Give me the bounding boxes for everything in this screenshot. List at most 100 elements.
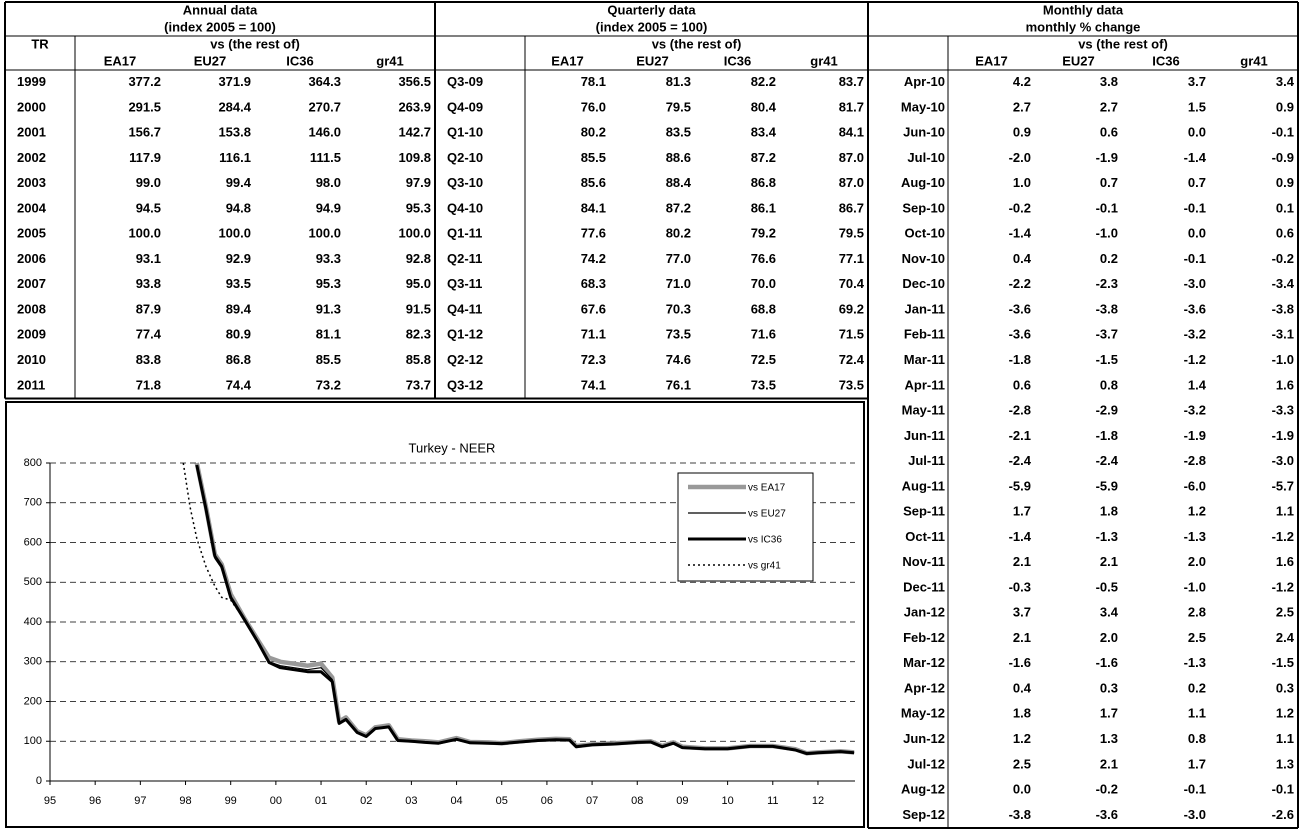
cell: 67.6 <box>581 301 606 316</box>
cell: 86.1 <box>751 200 776 215</box>
cell: 80.4 <box>751 99 777 114</box>
legend-label: vs EU27 <box>748 509 786 520</box>
cell: 94.5 <box>136 200 161 215</box>
cell: 0.3 <box>1276 680 1294 695</box>
cell: 1.8 <box>1013 706 1031 721</box>
y-tick-label: 300 <box>24 656 42 668</box>
cell: 74.1 <box>581 377 606 392</box>
cell: -2.0 <box>1009 150 1031 165</box>
x-tick-label: 99 <box>225 795 237 807</box>
y-tick-label: 600 <box>24 536 42 548</box>
x-tick-label: 96 <box>89 795 101 807</box>
cell: 70.4 <box>839 276 865 291</box>
cell: 89.4 <box>226 301 252 316</box>
cell: -3.2 <box>1184 327 1206 342</box>
cell: 98.0 <box>316 175 341 190</box>
cell: 0.6 <box>1276 226 1294 241</box>
cell: -0.1 <box>1272 782 1294 797</box>
cell: 1.3 <box>1100 731 1118 746</box>
row-label: Jan-11 <box>905 301 945 316</box>
cell: 2.1 <box>1100 554 1118 569</box>
cell: 0.9 <box>1276 175 1294 190</box>
table-title: Annual data <box>183 2 258 17</box>
row-label: Q2-10 <box>447 150 483 165</box>
column-header: IC36 <box>1152 53 1179 68</box>
cell: 80.2 <box>581 125 606 140</box>
legend-label: vs IC36 <box>748 535 782 546</box>
x-tick-label: 97 <box>134 795 146 807</box>
cell: -1.3 <box>1184 529 1206 544</box>
cell: 377.2 <box>128 74 161 89</box>
cell: 111.5 <box>310 150 341 165</box>
cell: 77.6 <box>581 226 606 241</box>
legend-label: vs gr41 <box>748 561 781 572</box>
cell: 1.7 <box>1100 706 1118 721</box>
cell: 87.2 <box>666 200 691 215</box>
x-tick-label: 04 <box>450 795 462 807</box>
row-label: Q4-09 <box>447 99 483 114</box>
cell: 78.1 <box>581 74 606 89</box>
cell: 86.8 <box>226 352 251 367</box>
cell: 1.6 <box>1276 554 1294 569</box>
group-label: vs (the rest of) <box>652 36 742 51</box>
row-label: Apr-10 <box>904 74 945 89</box>
cell: 76.0 <box>581 99 606 114</box>
cell: 1.1 <box>1188 706 1206 721</box>
cell: 85.5 <box>581 150 606 165</box>
row-label: 2002 <box>17 150 46 165</box>
cell: 0.6 <box>1013 377 1031 392</box>
cell: 91.5 <box>406 301 431 316</box>
cell: -3.6 <box>1096 807 1118 822</box>
row-label: Q4-10 <box>447 200 483 215</box>
table-title: Quarterly data <box>607 2 696 17</box>
cell: -1.9 <box>1096 150 1118 165</box>
cell: 85.8 <box>406 352 431 367</box>
y-tick-label: 100 <box>24 735 42 747</box>
cell: 0.2 <box>1100 251 1118 266</box>
row-label: Sep-11 <box>903 504 945 519</box>
cell: 82.3 <box>406 327 431 342</box>
cell: -0.1 <box>1096 200 1118 215</box>
cell: 1.2 <box>1188 504 1206 519</box>
series-line <box>196 466 855 755</box>
x-tick-label: 95 <box>44 795 56 807</box>
cell: -0.2 <box>1009 200 1031 215</box>
cell: 93.3 <box>316 251 341 266</box>
cell: 79.5 <box>666 99 691 114</box>
cell: -1.3 <box>1096 529 1118 544</box>
row-label: Dec-10 <box>902 276 945 291</box>
row-label: 2003 <box>17 175 46 190</box>
cell: 97.9 <box>406 175 431 190</box>
cell: 1.0 <box>1013 175 1031 190</box>
cell: 2.4 <box>1276 630 1295 645</box>
x-tick-label: 11 <box>767 795 778 807</box>
cell: 2.7 <box>1013 99 1031 114</box>
y-tick-label: 200 <box>24 695 42 707</box>
table-title: Monthly data <box>1043 2 1124 17</box>
table-subtitle: (index 2005 = 100) <box>596 19 708 34</box>
cell: -1.0 <box>1184 579 1206 594</box>
cell: 0.7 <box>1100 175 1118 190</box>
cell: 80.2 <box>666 226 691 241</box>
legend-label: vs EA17 <box>748 483 786 494</box>
cell: 2.5 <box>1013 756 1031 771</box>
row-label: Mar-12 <box>903 655 945 670</box>
cell: -1.9 <box>1184 428 1206 443</box>
cell: 88.4 <box>666 175 692 190</box>
cell: 0.0 <box>1188 226 1206 241</box>
cell: 0.9 <box>1013 125 1031 140</box>
cell: 93.5 <box>226 276 251 291</box>
cell: 0.4 <box>1013 680 1032 695</box>
row-label: Sep-10 <box>902 200 945 215</box>
y-tick-label: 0 <box>36 775 42 787</box>
cell: -3.0 <box>1184 276 1206 291</box>
cell: 263.9 <box>398 99 431 114</box>
cell: 153.8 <box>218 125 251 140</box>
row-label: Q1-12 <box>447 327 483 342</box>
row-label: Jun-12 <box>903 731 945 746</box>
cell: 84.1 <box>839 125 864 140</box>
row-label: Aug-12 <box>901 782 945 797</box>
row-label: Apr-12 <box>904 680 945 695</box>
row-label: Jul-12 <box>907 756 945 771</box>
cell: 291.5 <box>128 99 161 114</box>
